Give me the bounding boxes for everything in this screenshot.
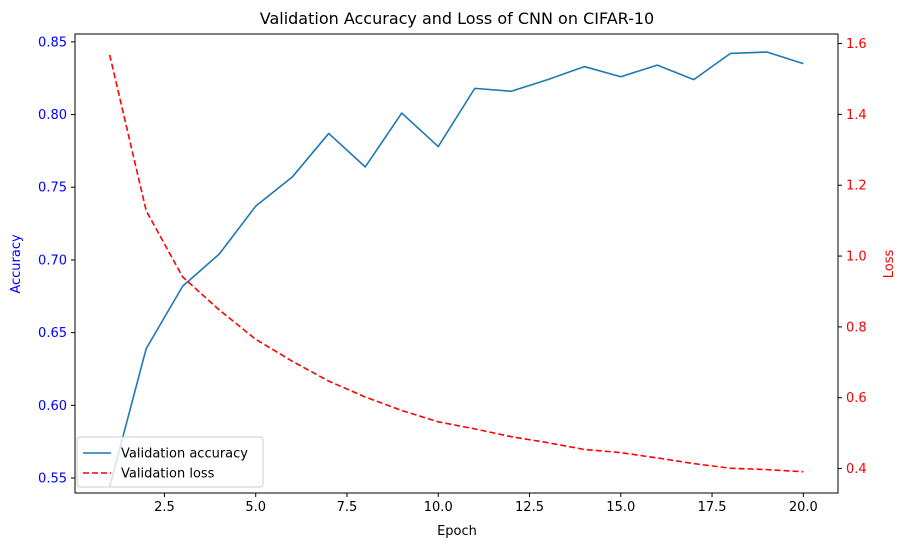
legend-label: Validation loss <box>121 467 215 482</box>
right-y-tick-label: 1.0 <box>846 250 867 265</box>
left-y-tick-label: 0.60 <box>38 399 67 414</box>
right-y-axis: 0.4 0.6 0.8 1.0 1.2 1.4 1.6 <box>838 37 867 477</box>
left-y-tick-label: 0.80 <box>38 108 67 123</box>
plot-area-border <box>74 33 839 494</box>
x-tick-label: 5.0 <box>245 500 266 515</box>
right-y-tick-label: 0.8 <box>846 320 867 335</box>
chart-title: Validation Accuracy and Loss of CNN on C… <box>260 9 654 28</box>
left-y-tick-label: 0.75 <box>38 181 67 196</box>
x-tick-label: 20.0 <box>789 500 818 515</box>
left-y-tick-label: 0.65 <box>38 326 67 341</box>
right-y-tick-label: 0.6 <box>846 391 867 406</box>
left-y-axis-label: Accuracy <box>9 234 24 294</box>
validation-loss-line <box>108 54 804 473</box>
x-axis-label: Epoch <box>437 524 477 539</box>
x-axis: 2.5 5.0 7.5 10.0 12.5 15.0 17.5 20.0 <box>154 493 818 515</box>
x-tick-label: 2.5 <box>154 500 175 515</box>
x-tick-label: 12.5 <box>515 500 544 515</box>
right-y-tick-label: 1.2 <box>846 179 867 194</box>
validation-accuracy-line <box>108 51 804 487</box>
left-y-axis: 0.55 0.60 0.65 0.70 0.75 0.80 0.85 <box>38 35 75 487</box>
series-layer <box>108 51 804 487</box>
right-y-tick-label: 1.4 <box>846 108 867 123</box>
right-y-tick-label: 1.6 <box>846 37 867 52</box>
legend-box <box>76 436 264 488</box>
plot-frame <box>74 33 839 494</box>
x-tick-label: 17.5 <box>698 500 727 515</box>
left-y-tick-label: 0.85 <box>38 35 67 50</box>
x-tick-label: 7.5 <box>337 500 358 515</box>
x-tick-label: 15.0 <box>606 500 635 515</box>
legend: Validation accuracy Validation loss <box>76 436 264 488</box>
legend-label: Validation accuracy <box>121 447 248 462</box>
right-y-tick-label: 0.4 <box>846 462 867 477</box>
left-y-tick-label: 0.70 <box>38 253 67 268</box>
x-tick-label: 10.0 <box>424 500 453 515</box>
right-y-axis-label: Loss <box>882 250 897 279</box>
left-y-tick-label: 0.55 <box>38 472 67 487</box>
